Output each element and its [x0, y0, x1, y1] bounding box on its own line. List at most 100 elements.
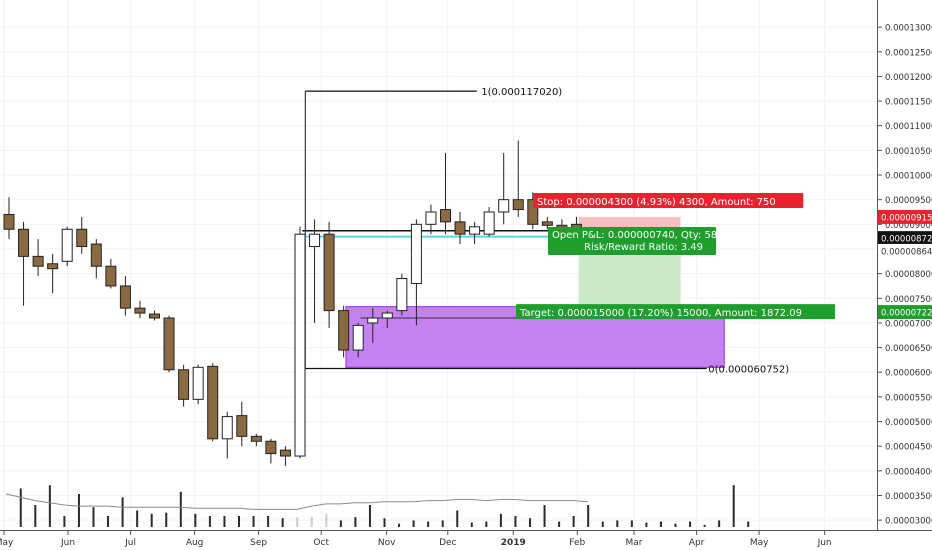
candlesticks — [3, 140, 582, 466]
volume-bar — [630, 520, 633, 527]
time-tick-label: May — [750, 538, 769, 548]
price-badge-bg — [878, 305, 932, 320]
price-tick-label: 0.0000500000 — [885, 418, 932, 428]
price-badge-label: 0.0000091500 — [881, 213, 932, 223]
bearish-candle — [105, 265, 117, 287]
bearish-candle — [119, 285, 131, 309]
time-tick-label: Oct — [313, 538, 329, 548]
bullish-candle — [294, 233, 306, 457]
bearish-candle — [527, 199, 539, 225]
price-tick-label: 0.0000950000 — [885, 196, 932, 206]
volume-bar — [150, 513, 153, 527]
fib-level-0-label: 0(0.000060752) — [708, 365, 789, 376]
fib-level-1-label: 1(0.000117020) — [481, 87, 562, 98]
time-tick-label: Aug — [186, 538, 204, 548]
position-labels[interactable]: Stop: 0.000004300 (4.93%) 4300, Amount: … — [516, 193, 836, 320]
volume-bar — [63, 516, 66, 527]
price-tick-label: 0.0000300000 — [885, 517, 932, 527]
volume-bar — [223, 516, 226, 527]
volume-bar — [19, 488, 22, 527]
price-tick-label: 0.0000550000 — [885, 393, 932, 403]
price-tick-label: 0.0000600000 — [885, 369, 932, 379]
time-tick-label: Mar — [626, 538, 643, 548]
open-pnl-box[interactable] — [548, 227, 716, 255]
bullish-candle — [221, 416, 233, 440]
volume-bar — [252, 516, 255, 527]
volume-bar — [383, 518, 386, 527]
price-tick-label: 0.0000450000 — [885, 443, 932, 453]
volume-bar — [281, 518, 284, 527]
bullish-candle — [425, 211, 437, 225]
volume-bar — [499, 513, 502, 527]
bearish-candle — [163, 317, 175, 371]
price-tick-label: 0.0000900000 — [885, 221, 932, 231]
bearish-candle — [32, 255, 44, 267]
volume-bar — [368, 505, 371, 527]
volume-bar — [267, 516, 270, 527]
volume-bar — [601, 521, 604, 527]
bullish-candle — [381, 312, 393, 319]
time-tick-label: Feb — [569, 538, 585, 548]
price-badge-bg — [878, 209, 932, 224]
volume-bars — [19, 485, 750, 527]
bearish-candle — [90, 243, 102, 267]
volume-bar — [470, 522, 473, 527]
price-tick-label: 0.0001150000 — [885, 98, 932, 108]
price-tick-label: 0.0001050000 — [885, 147, 932, 157]
stop-label-bg[interactable] — [533, 193, 804, 208]
price-axis[interactable]: 0.0000300000 0.0000350000 0.0000400000 0.00… — [877, 24, 932, 527]
bullish-candle — [61, 228, 73, 262]
volume-bar — [732, 485, 735, 527]
time-tick-label: Jun — [817, 538, 832, 548]
bullish-candle — [367, 317, 379, 324]
volume-bar — [238, 516, 240, 527]
price-badge-bg — [878, 231, 932, 246]
target-label-bg[interactable] — [516, 304, 836, 320]
volume-bar — [325, 513, 328, 527]
volume-bar — [456, 510, 459, 527]
volume-bar — [572, 516, 575, 527]
volume-bar — [77, 494, 80, 527]
bearish-candle — [512, 199, 524, 211]
bearish-candle — [149, 313, 160, 319]
volume-bar — [485, 521, 488, 527]
volume-bar — [34, 505, 37, 527]
volume-bar — [718, 520, 721, 527]
bearish-candle — [338, 310, 350, 351]
price-tick-label: 0.0000650000 — [885, 344, 932, 354]
risk-reward-label[interactable]: Risk/Reward Ratio: 3.49 — [584, 242, 703, 253]
volume-bar — [107, 516, 110, 527]
volume-bar — [659, 521, 662, 527]
price-tick-label: 0.0001300000 — [885, 24, 932, 34]
bullish-candle — [469, 226, 481, 235]
bullish-candle — [192, 366, 204, 400]
bearish-candle — [236, 415, 248, 437]
target-label[interactable]: Target: 0.000015000 (17.20%) 15000, Amou… — [519, 308, 802, 319]
bearish-candle — [76, 228, 88, 248]
volume-bar — [427, 521, 430, 527]
volume-bar — [703, 524, 706, 527]
time-tick-label: May — [0, 538, 14, 548]
volume-bar — [558, 521, 561, 527]
time-tick-label: Sep — [250, 538, 267, 548]
open-pnl-label[interactable]: Open P&L: 0.000000740, Qty: 58139534 — [552, 230, 755, 241]
volume-bar — [165, 512, 168, 527]
price-badge-label: 0.0000086460 — [881, 247, 932, 257]
volume-bar — [529, 518, 531, 527]
price-tick-label: 0.0000800000 — [885, 270, 932, 280]
volume-bar — [674, 523, 677, 527]
volume-bar — [543, 505, 546, 527]
time-axis[interactable]: May Jun Jul Aug Sep Oct Nov Dec 2019 Feb Mar Apr May… — [0, 530, 832, 548]
bearish-candle — [279, 449, 291, 457]
volume-bar — [136, 510, 139, 527]
time-tick-label: Apr — [689, 538, 705, 548]
price-badge-label: 0.0000072200 — [881, 309, 932, 319]
volume-bar — [179, 491, 182, 527]
volume-bar — [645, 522, 648, 527]
bullish-candle — [483, 211, 495, 235]
stop-label[interactable]: Stop: 0.000004300 (4.93%) 4300, Amount: … — [537, 197, 776, 208]
bearish-candle — [47, 263, 59, 270]
time-tick-label: Dec — [439, 538, 456, 548]
